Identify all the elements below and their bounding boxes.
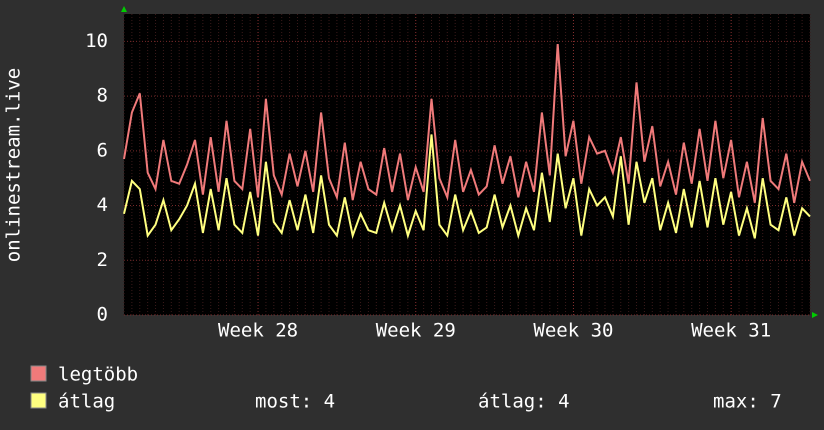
series-line — [123, 44, 811, 203]
legend-stat: átlag: 4 — [478, 391, 570, 413]
legend-stat: max: 7 — [713, 391, 782, 413]
y-axis-label: onlinestream.live — [3, 68, 25, 262]
x-tick-label: Week 29 — [376, 320, 456, 342]
series-line — [123, 134, 811, 240]
y-tick-label: 10 — [85, 30, 108, 52]
x-tick-label: Week 28 — [218, 320, 298, 342]
legend-label: legtöbb — [58, 364, 138, 386]
legend-swatch — [30, 365, 47, 382]
y-tick-label: 8 — [97, 85, 108, 107]
legend-stat: most: 4 — [255, 391, 335, 413]
y-tick-label: 2 — [97, 249, 108, 271]
y-tick-label: 0 — [97, 304, 108, 326]
legend-label: átlag — [58, 391, 115, 413]
legend-swatch — [30, 392, 47, 409]
x-tick-label: Week 30 — [533, 320, 613, 342]
y-tick-label: 4 — [97, 194, 108, 216]
plot-area — [124, 14, 810, 315]
axis-arrow — [812, 312, 818, 318]
axis-arrow — [121, 6, 127, 12]
y-tick-label: 6 — [97, 139, 108, 161]
x-tick-label: Week 31 — [691, 320, 771, 342]
